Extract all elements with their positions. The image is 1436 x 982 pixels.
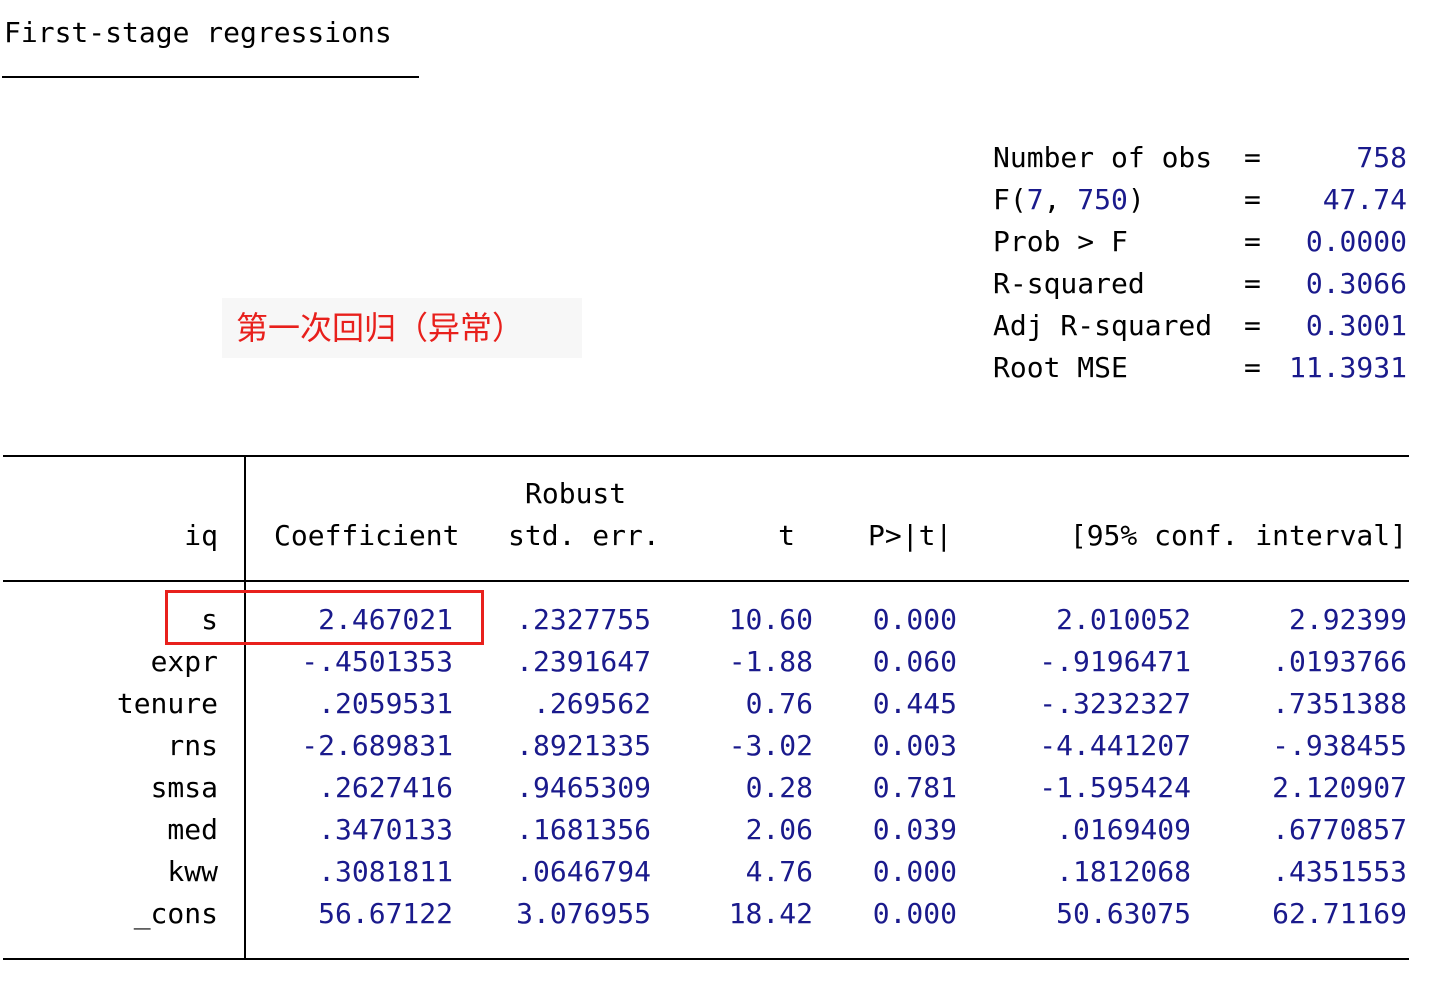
table-cell: 0.003	[872, 729, 957, 762]
header-std-err: std. err.	[508, 519, 660, 552]
annotation-background	[222, 298, 582, 358]
table-divider	[244, 456, 246, 959]
header-p: P>|t|	[868, 519, 953, 552]
stat-value-r2: 0.3066	[1305, 267, 1407, 300]
table-cell: 0.28	[745, 771, 813, 804]
row-var-name: tenure	[116, 687, 218, 720]
header-robust: Robust	[525, 477, 627, 510]
row-var-name: smsa	[150, 771, 218, 804]
table-cell: 0.000	[872, 855, 957, 888]
table-cell: 4.76	[745, 855, 813, 888]
stat-label-prob: Prob > F	[993, 225, 1128, 258]
row-var-name: _cons	[133, 897, 218, 930]
table-cell: .7351388	[1272, 687, 1407, 720]
row-var-name: med	[167, 813, 218, 846]
stat-value-f: 47.74	[1322, 183, 1407, 216]
table-cell: 2.06	[745, 813, 813, 846]
header-ci: [95% conf. interval]	[1069, 519, 1407, 552]
table-cell: 0.76	[745, 687, 813, 720]
table-cell: 2.467021	[318, 603, 453, 636]
table-top-rule	[3, 455, 1409, 457]
stat-label-rmse: Root MSE	[993, 351, 1128, 384]
row-var-name: kww	[167, 855, 218, 888]
stat-equals: =	[1244, 183, 1261, 216]
table-cell: 0.060	[872, 645, 957, 678]
stat-label-r2: R-squared	[993, 267, 1145, 300]
stat-value-obs: 758	[1356, 141, 1407, 174]
table-cell: -.3232327	[1039, 687, 1191, 720]
table-cell: .0169409	[1056, 813, 1191, 846]
stat-equals: =	[1244, 309, 1261, 342]
stat-value-prob: 0.0000	[1305, 225, 1407, 258]
table-bottom-rule	[3, 958, 1409, 960]
table-cell: .3470133	[318, 813, 453, 846]
highlight-box	[165, 590, 484, 645]
table-cell: .2327755	[516, 603, 651, 636]
table-cell: 0.000	[872, 897, 957, 930]
table-cell: 2.010052	[1056, 603, 1191, 636]
table-cell: 2.92399	[1288, 603, 1407, 636]
table-cell: -.938455	[1272, 729, 1407, 762]
header-t: t	[778, 519, 795, 552]
table-cell: 0.445	[872, 687, 957, 720]
table-cell: 2.120907	[1272, 771, 1407, 804]
table-cell: .1812068	[1056, 855, 1191, 888]
table-cell: 10.60	[728, 603, 813, 636]
row-var-name: expr	[150, 645, 218, 678]
header-depvar: iq	[184, 519, 218, 552]
table-cell: -.9196471	[1039, 645, 1191, 678]
output-title: First-stage regressions	[4, 16, 392, 49]
stat-value-rmse: 11.3931	[1288, 351, 1407, 384]
table-cell: .269562	[532, 687, 651, 720]
f-df2: 750	[1077, 183, 1128, 216]
annotation-label: 第一次回归（异常）	[236, 309, 525, 347]
title-underline	[2, 76, 419, 78]
table-cell: -4.441207	[1039, 729, 1191, 762]
table-cell: .2627416	[318, 771, 453, 804]
stat-label-f: F(7, 750)	[993, 183, 1145, 216]
table-cell: -1.595424	[1039, 771, 1191, 804]
stat-equals: =	[1244, 351, 1261, 384]
table-cell: 18.42	[728, 897, 813, 930]
table-cell: 0.781	[872, 771, 957, 804]
table-cell: .0646794	[516, 855, 651, 888]
stat-value-adjr2: 0.3001	[1305, 309, 1407, 342]
table-cell: .1681356	[516, 813, 651, 846]
stat-equals: =	[1244, 225, 1261, 258]
row-var-name: s	[201, 603, 218, 636]
table-cell: 56.67122	[318, 897, 453, 930]
table-cell: -3.02	[728, 729, 813, 762]
table-header-rule	[3, 580, 1409, 582]
table-cell: .0193766	[1272, 645, 1407, 678]
table-cell: 50.63075	[1056, 897, 1191, 930]
f-df1: 7	[1026, 183, 1044, 216]
table-cell: .9465309	[516, 771, 651, 804]
table-cell: 3.076955	[516, 897, 651, 930]
table-cell: .3081811	[318, 855, 453, 888]
table-cell: .2059531	[318, 687, 453, 720]
table-cell: -1.88	[728, 645, 813, 678]
table-cell: -2.689831	[301, 729, 453, 762]
stat-label-adjr2: Adj R-squared	[993, 309, 1213, 342]
table-cell: 62.71169	[1272, 897, 1407, 930]
table-cell: .2391647	[516, 645, 651, 678]
row-var-name: rns	[167, 729, 218, 762]
table-cell: 0.039	[872, 813, 957, 846]
table-cell: .4351553	[1272, 855, 1407, 888]
stat-equals: =	[1244, 267, 1261, 300]
table-cell: .6770857	[1272, 813, 1407, 846]
stat-label-obs: Number of obs	[993, 141, 1213, 174]
header-coefficient: Coefficient	[274, 519, 460, 552]
table-cell: .8921335	[516, 729, 651, 762]
table-cell: 0.000	[872, 603, 957, 636]
stat-equals: =	[1244, 141, 1261, 174]
table-cell: -.4501353	[301, 645, 453, 678]
